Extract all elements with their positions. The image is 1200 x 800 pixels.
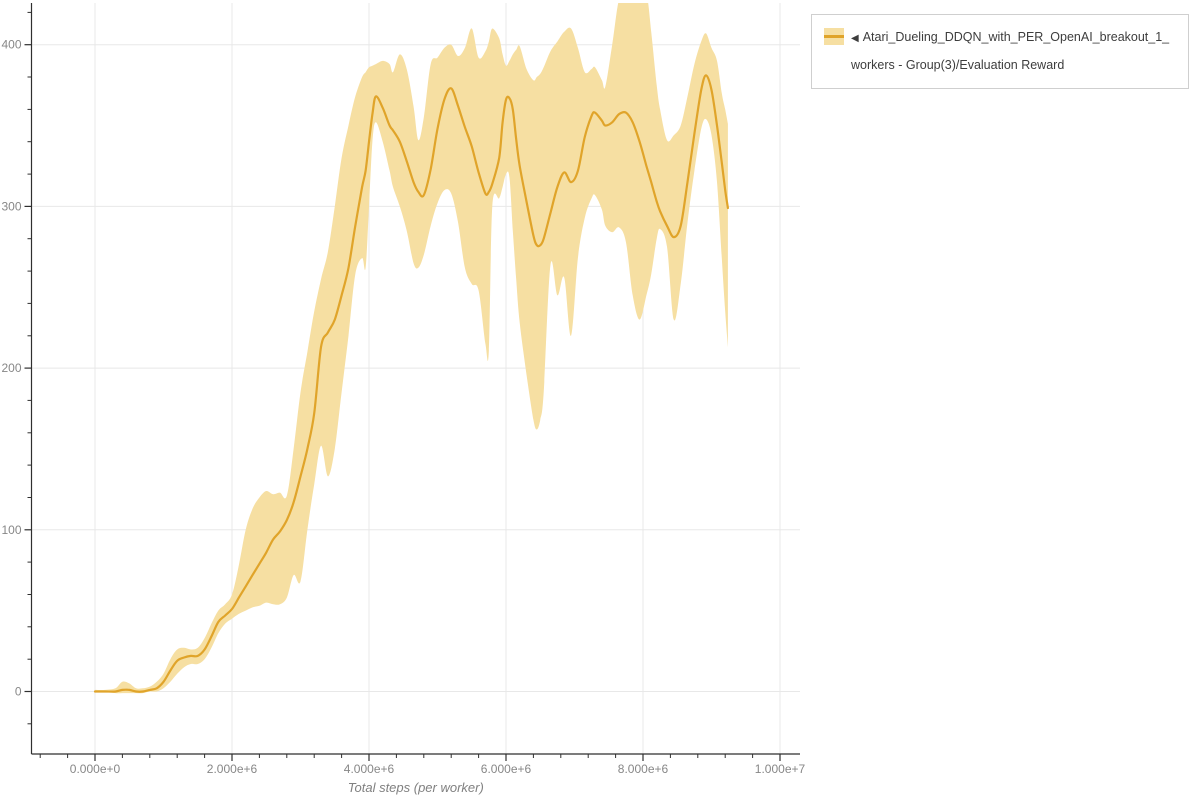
x-tick-label: 2.000e+6: [207, 762, 258, 776]
y-tick-label: 400: [1, 38, 21, 52]
x-axis-title: Total steps (per worker): [348, 780, 484, 795]
legend-label: Atari_Dueling_DDQN_with_PER_OpenAI_break…: [851, 30, 1170, 72]
series-swatch-icon: [824, 28, 844, 45]
x-tick-label: 4.000e+6: [344, 762, 395, 776]
uncertainty-band: [95, 3, 728, 694]
y-tick-label: 300: [1, 199, 21, 213]
x-tick-label: 1.000e+7: [755, 762, 806, 776]
y-tick-label: 100: [1, 523, 21, 537]
y-tick-label: 200: [1, 361, 21, 375]
y-tick-label: 0: [15, 685, 22, 699]
series-line-icon: [824, 35, 844, 38]
legend: ◀ Atari_Dueling_DDQN_with_PER_OpenAI_brea…: [811, 14, 1189, 89]
x-tick-label: 0.000e+0: [70, 762, 121, 776]
legend-entry[interactable]: ◀ Atari_Dueling_DDQN_with_PER_OpenAI_brea…: [824, 24, 1176, 78]
legend-text: ◀ Atari_Dueling_DDQN_with_PER_OpenAI_brea…: [851, 24, 1176, 78]
collapse-triangle-icon[interactable]: ◀: [851, 33, 859, 44]
x-tick-label: 8.000e+6: [618, 762, 669, 776]
x-tick-label: 6.000e+6: [481, 762, 532, 776]
mean-line: [93, 74, 729, 693]
